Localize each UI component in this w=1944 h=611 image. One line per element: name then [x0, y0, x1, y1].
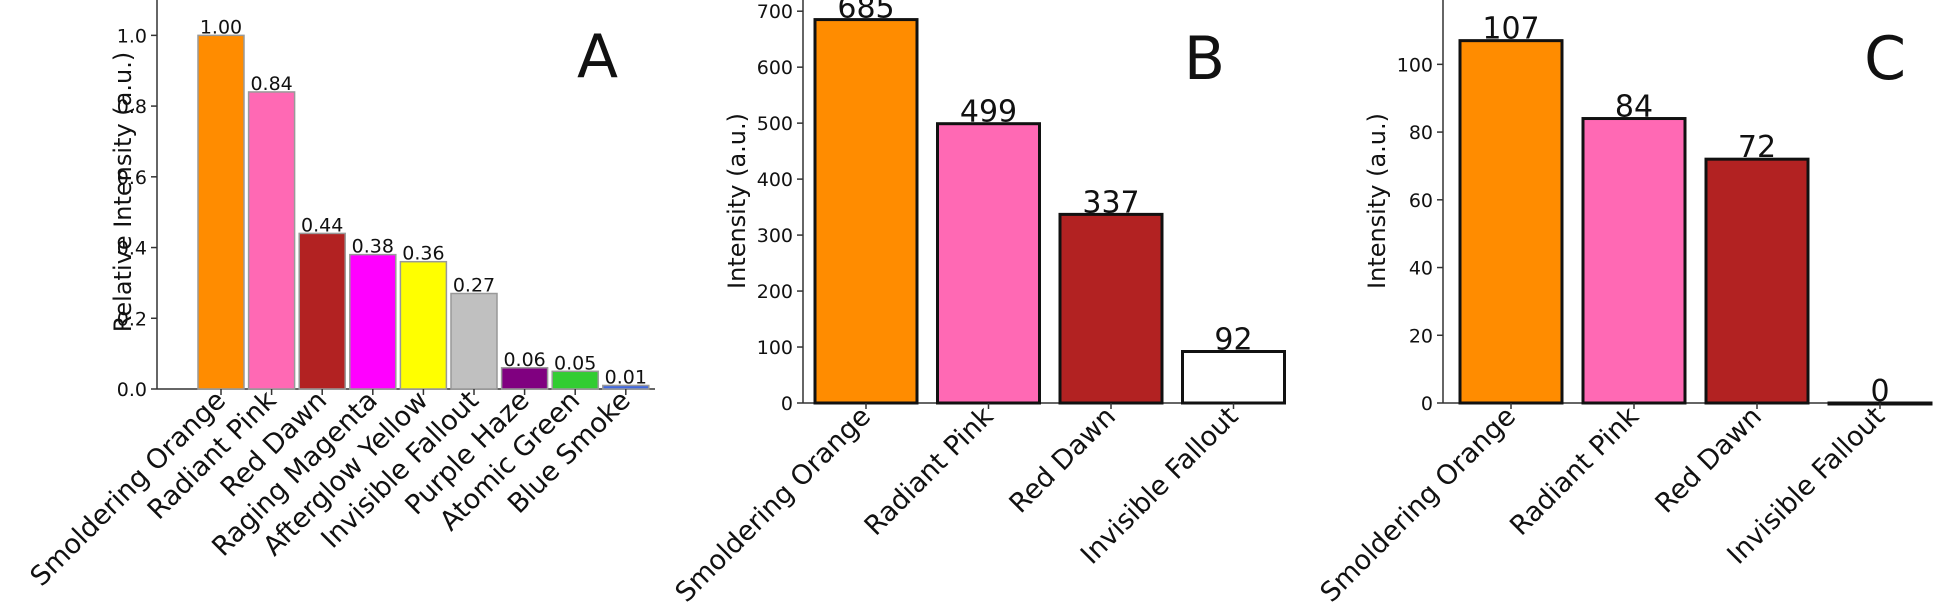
bar-radiant-pink [936, 122, 1041, 405]
data-label: 0.27 [453, 275, 495, 297]
x-tick-label: Smoldering Orange [24, 385, 231, 592]
y-tick-label: 0.4 [117, 238, 147, 260]
data-label: 0 [1870, 374, 1889, 409]
y-tick-label: 700 [757, 1, 793, 23]
y-axis-title: Intensity (a.u.) [723, 113, 751, 289]
y-tick-label: 300 [757, 225, 793, 247]
bar-invisible-fallout [450, 292, 498, 390]
y-tick-label: 0.0 [117, 379, 147, 401]
bar-smoldering-orange [1458, 39, 1564, 405]
bar-afterglow-yellow [399, 260, 448, 390]
y-axis-title: Intensity (a.u.) [1363, 113, 1391, 289]
data-label: 72 [1738, 130, 1776, 165]
y-tick-label: 0.2 [117, 308, 147, 330]
data-label: 0.36 [402, 243, 444, 265]
y-tick-label: 100 [757, 337, 793, 359]
y-tick-label: 100 [1397, 54, 1433, 76]
bar-red-dawn [298, 232, 346, 390]
y-tick-label: 600 [757, 57, 793, 79]
x-tick-label: Smoldering Orange [669, 401, 876, 608]
data-label: 499 [960, 95, 1017, 130]
bar-radiant-pink [1581, 117, 1687, 405]
data-label: 0.01 [605, 366, 647, 388]
data-label: 92 [1214, 323, 1252, 358]
data-label: 1.00 [200, 16, 242, 38]
y-tick-label: 0 [781, 393, 793, 415]
x-tick-label: Red Dawn [1004, 401, 1122, 519]
y-tick-label: 500 [757, 113, 793, 135]
bar-raging-magenta [349, 253, 397, 390]
panel-letter: C [1864, 24, 1906, 94]
y-tick-label: 200 [757, 281, 793, 303]
y-tick-label: 0 [1421, 393, 1433, 415]
y-axis-title: Relative Intensity (a.u.) [109, 52, 137, 332]
y-tick-label: 80 [1409, 122, 1433, 144]
y-tick-label: 400 [757, 169, 793, 191]
y-tick-label: 40 [1409, 258, 1433, 280]
x-tick-label: Red Dawn [1650, 401, 1768, 519]
bar-radiant-pink [247, 91, 296, 390]
data-label: 337 [1082, 185, 1139, 220]
bar-purple-haze [500, 367, 549, 390]
chart-panel-c: 0 20 40 60 80 100 Intensity (a.u.) C 107 Smolderi… [1314, 0, 1933, 608]
y-tick-label: 1.0 [117, 25, 147, 47]
x-tick-label: Smoldering Orange [1314, 401, 1521, 608]
data-label: 0.38 [352, 236, 394, 258]
data-label: 84 [1615, 90, 1653, 125]
data-label: 0.05 [554, 352, 596, 374]
chart-panel-b: 0 100 200 300 400 500 600 700 Intensity (a.u.) B 6… [669, 0, 1286, 608]
bar-smoldering-orange [197, 34, 245, 390]
data-label: 685 [837, 0, 894, 26]
panel-letter: A [577, 22, 618, 92]
panel-letter: B [1184, 24, 1225, 94]
data-label: 107 [1482, 12, 1539, 47]
y-tick-label: 20 [1409, 325, 1433, 347]
y-tick-label: 0.8 [117, 96, 147, 118]
data-label: 0.84 [250, 73, 292, 95]
bar-red-dawn [1058, 212, 1164, 405]
x-tick-label: Radiant Pink [1504, 401, 1645, 542]
data-label: 0.44 [301, 214, 343, 236]
x-tick-label: Radiant Pink [859, 401, 1000, 542]
data-label: 0.06 [503, 349, 545, 371]
chart-panel-a: 0.0 0.2 0.4 0.6 0.8 1.0 Relative Intensity (a.… [24, 0, 655, 592]
y-tick-label: 0.6 [117, 167, 147, 189]
y-tick-label: 60 [1409, 190, 1433, 212]
bar-red-dawn [1704, 157, 1810, 405]
bar-invisible-fallout [1181, 350, 1286, 405]
bar-smoldering-orange [813, 18, 919, 405]
